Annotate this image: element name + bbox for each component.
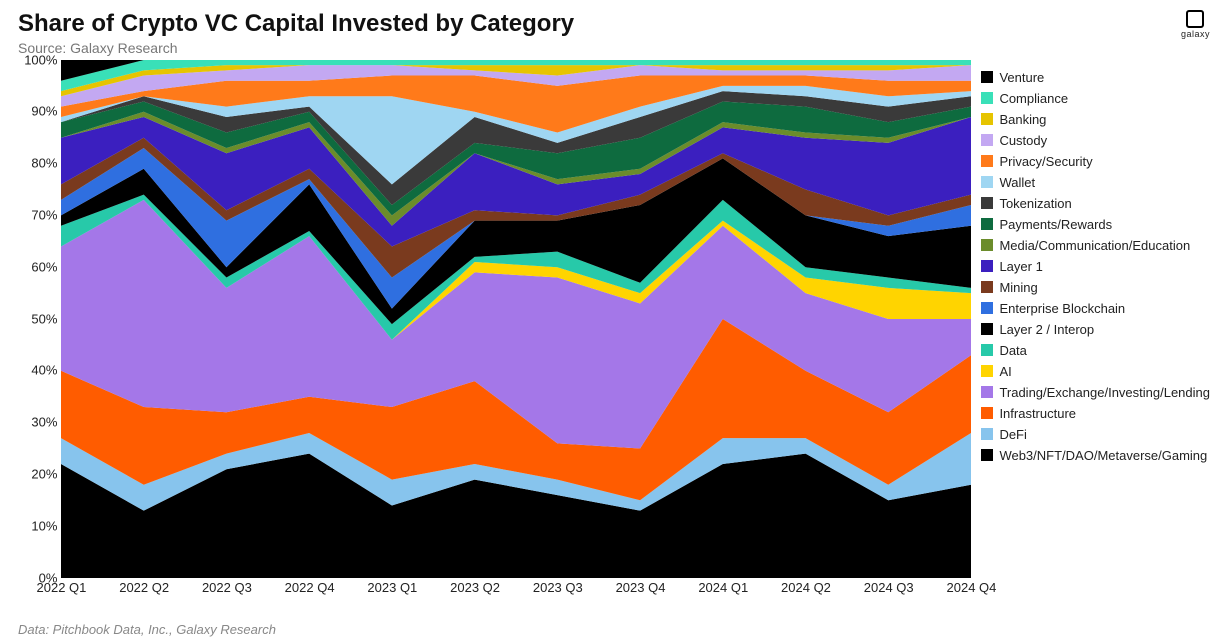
x-tick: 2023 Q1 [367, 580, 417, 595]
legend-swatch [981, 323, 993, 335]
legend-label: DeFi [999, 427, 1026, 442]
legend-label: Enterprise Blockchain [999, 301, 1125, 316]
legend-swatch [981, 407, 993, 419]
y-tick: 100% [24, 52, 57, 67]
legend-label: Wallet [999, 175, 1035, 190]
legend-swatch [981, 449, 993, 461]
legend-item-compliance: Compliance [981, 91, 1210, 106]
legend-item-wallet: Wallet [981, 175, 1210, 190]
x-tick: 2023 Q2 [450, 580, 500, 595]
galaxy-logo: galaxy [1181, 10, 1210, 39]
legend-swatch [981, 197, 993, 209]
y-tick: 70% [31, 208, 57, 223]
legend-label: Media/Communication/Education [999, 238, 1190, 253]
legend-item-privacy: Privacy/Security [981, 154, 1210, 169]
legend-item-banking: Banking [981, 112, 1210, 127]
x-axis: 2022 Q12022 Q22022 Q32022 Q42023 Q12023 … [61, 578, 971, 604]
legend-swatch [981, 71, 993, 83]
legend-item-venture: Venture [981, 70, 1210, 85]
legend: Venture Compliance Banking Custody Privacy/S… [981, 60, 1210, 604]
chart-subtitle: Source: Galaxy Research [18, 40, 574, 56]
legend-swatch [981, 344, 993, 356]
x-tick: 2022 Q2 [119, 580, 169, 595]
y-tick: 90% [31, 104, 57, 119]
x-tick: 2023 Q4 [616, 580, 666, 595]
legend-label: Privacy/Security [999, 154, 1092, 169]
chart-title: Share of Crypto VC Capital Invested by C… [18, 10, 574, 38]
galaxy-logo-label: galaxy [1181, 29, 1210, 39]
y-tick: 30% [31, 415, 57, 430]
x-tick: 2022 Q3 [202, 580, 252, 595]
legend-item-l2: Layer 2 / Interop [981, 322, 1210, 337]
y-tick: 60% [31, 259, 57, 274]
x-tick: 2024 Q4 [947, 580, 997, 595]
legend-swatch [981, 428, 993, 440]
legend-label: Venture [999, 70, 1044, 85]
legend-item-token: Tokenization [981, 196, 1210, 211]
legend-swatch [981, 218, 993, 230]
x-tick: 2022 Q4 [285, 580, 335, 595]
legend-item-tex: Trading/Exchange/Investing/Lending [981, 385, 1210, 400]
legend-label: Custody [999, 133, 1047, 148]
legend-swatch [981, 92, 993, 104]
legend-label: Infrastructure [999, 406, 1076, 421]
legend-label: Layer 1 [999, 259, 1042, 274]
y-tick: 40% [31, 363, 57, 378]
y-tick: 20% [31, 467, 57, 482]
legend-swatch [981, 302, 993, 314]
legend-swatch [981, 365, 993, 377]
legend-label: AI [999, 364, 1011, 379]
x-tick: 2024 Q3 [864, 580, 914, 595]
legend-swatch [981, 386, 993, 398]
x-tick: 2024 Q2 [781, 580, 831, 595]
legend-label: Trading/Exchange/Investing/Lending [999, 385, 1210, 400]
stacked-area-plot [61, 60, 971, 578]
legend-label: Payments/Rewards [999, 217, 1112, 232]
legend-label: Mining [999, 280, 1037, 295]
legend-item-payments: Payments/Rewards [981, 217, 1210, 232]
legend-item-data: Data [981, 343, 1210, 358]
legend-label: Compliance [999, 91, 1068, 106]
legend-item-defi: DeFi [981, 427, 1210, 442]
legend-swatch [981, 281, 993, 293]
legend-item-media: Media/Communication/Education [981, 238, 1210, 253]
legend-item-entblk: Enterprise Blockchain [981, 301, 1210, 316]
legend-item-web3: Web3/NFT/DAO/Metaverse/Gaming [981, 448, 1210, 463]
x-tick: 2024 Q1 [698, 580, 748, 595]
y-tick: 10% [31, 518, 57, 533]
legend-swatch [981, 260, 993, 272]
legend-item-custody: Custody [981, 133, 1210, 148]
y-tick: 50% [31, 311, 57, 326]
footnote: Data: Pitchbook Data, Inc., Galaxy Resea… [18, 622, 276, 637]
legend-item-ai: AI [981, 364, 1210, 379]
legend-swatch [981, 113, 993, 125]
legend-label: Web3/NFT/DAO/Metaverse/Gaming [999, 448, 1207, 463]
legend-label: Layer 2 / Interop [999, 322, 1094, 337]
legend-item-infra: Infrastructure [981, 406, 1210, 421]
legend-label: Banking [999, 112, 1046, 127]
y-tick: 80% [31, 156, 57, 171]
legend-swatch [981, 155, 993, 167]
legend-swatch [981, 134, 993, 146]
x-tick: 2023 Q3 [533, 580, 583, 595]
galaxy-logo-icon [1186, 10, 1204, 28]
legend-item-mining: Mining [981, 280, 1210, 295]
x-tick: 2022 Q1 [37, 580, 87, 595]
y-axis: 0%10%20%30%40%50%60%70%80%90%100% [18, 60, 61, 578]
legend-swatch [981, 176, 993, 188]
legend-label: Data [999, 343, 1026, 358]
legend-swatch [981, 239, 993, 251]
legend-item-l1: Layer 1 [981, 259, 1210, 274]
legend-label: Tokenization [999, 196, 1071, 211]
